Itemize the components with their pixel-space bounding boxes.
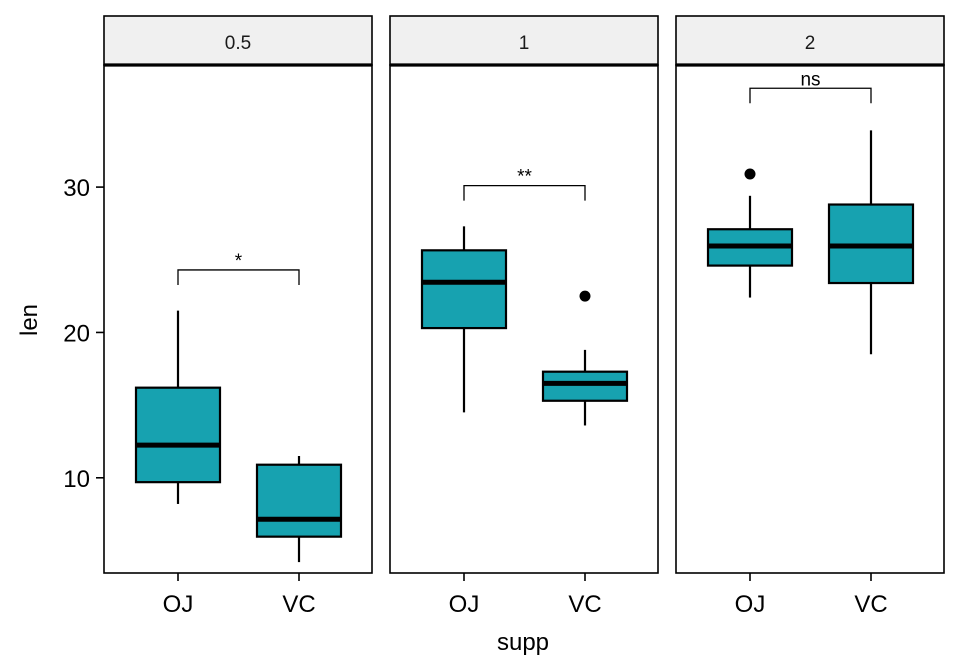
panel-border [675, 64, 945, 574]
x-tick-label: VC [854, 591, 887, 618]
x-tick-label: VC [282, 591, 315, 618]
box-vc [255, 455, 343, 563]
box-body [134, 386, 222, 484]
significance-label: ** [517, 167, 532, 188]
significance-bracket [749, 87, 872, 104]
box-vc [541, 290, 629, 426]
x-tick-label: OJ [735, 591, 766, 618]
box-oj [706, 168, 794, 298]
significance-bracket [463, 184, 586, 201]
x-axis-title: supp [497, 629, 549, 656]
box-body [255, 463, 343, 538]
facet-strip-label: 2 [805, 33, 816, 54]
x-tick-label: OJ [163, 591, 194, 618]
y-tick-label: 20 [63, 320, 90, 347]
box-oj [134, 310, 222, 504]
x-tick-label: OJ [449, 591, 480, 618]
y-axis-title: len [16, 304, 43, 336]
outlier-point [744, 168, 756, 180]
facet-panel-2: 2 ns OJ VC [675, 15, 945, 618]
box-body [541, 370, 629, 402]
facet-strip-label: 1 [519, 33, 530, 54]
box-body [420, 249, 508, 330]
facet-panel-1: 1 ** OJ VC [389, 15, 659, 618]
y-tick-label: 10 [63, 466, 90, 493]
y-tick-label: 30 [63, 175, 90, 202]
significance-bracket [177, 269, 300, 285]
facet-strip [103, 15, 373, 66]
box-vc [827, 130, 915, 355]
facet-strip [389, 15, 659, 66]
box-oj [420, 226, 508, 413]
x-tick-label: VC [568, 591, 601, 618]
significance-label: ns [800, 69, 820, 90]
facet-strip-label: 0.5 [225, 33, 251, 54]
facet-panel-0-5: 0.5 * OJ VC [103, 15, 373, 618]
significance-label: * [235, 251, 243, 272]
outlier-point [579, 290, 591, 302]
